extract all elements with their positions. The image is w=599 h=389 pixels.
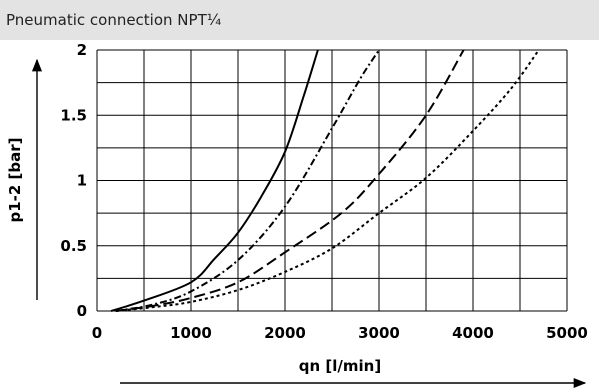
y-tick-label: 0.5: [60, 237, 87, 255]
series-line-dash: [115, 49, 465, 312]
y-tick-label: 1.5: [60, 106, 87, 124]
x-tick-label: 1000: [170, 324, 212, 342]
series-line-solid: [110, 49, 319, 312]
chart-header-title: Pneumatic connection NPT¼: [6, 11, 222, 29]
chart-grid: [96, 49, 568, 312]
x-tick-label: 5000: [546, 324, 588, 342]
x-tick-label: 3000: [358, 324, 400, 342]
y-tick-label: 1: [77, 172, 87, 190]
chart-series-group: [110, 49, 540, 312]
y-tick-label: 2: [77, 41, 87, 59]
chart-ticks: 0 1000 2000 3000 4000 5000 0 0.5 1 1.5 2: [60, 41, 587, 342]
x-tick-label: 2000: [264, 324, 306, 342]
y-tick-label: 0: [77, 302, 87, 320]
x-tick-label: 0: [92, 324, 102, 342]
chart-header: Pneumatic connection NPT¼: [0, 0, 599, 40]
y-axis-label: p1-2 [bar]: [6, 137, 24, 222]
x-tick-label: 4000: [452, 324, 494, 342]
x-axis-label: qn [l/min]: [299, 357, 381, 375]
series-line-dot: [115, 49, 540, 312]
series-line-dash-dot: [115, 49, 380, 312]
